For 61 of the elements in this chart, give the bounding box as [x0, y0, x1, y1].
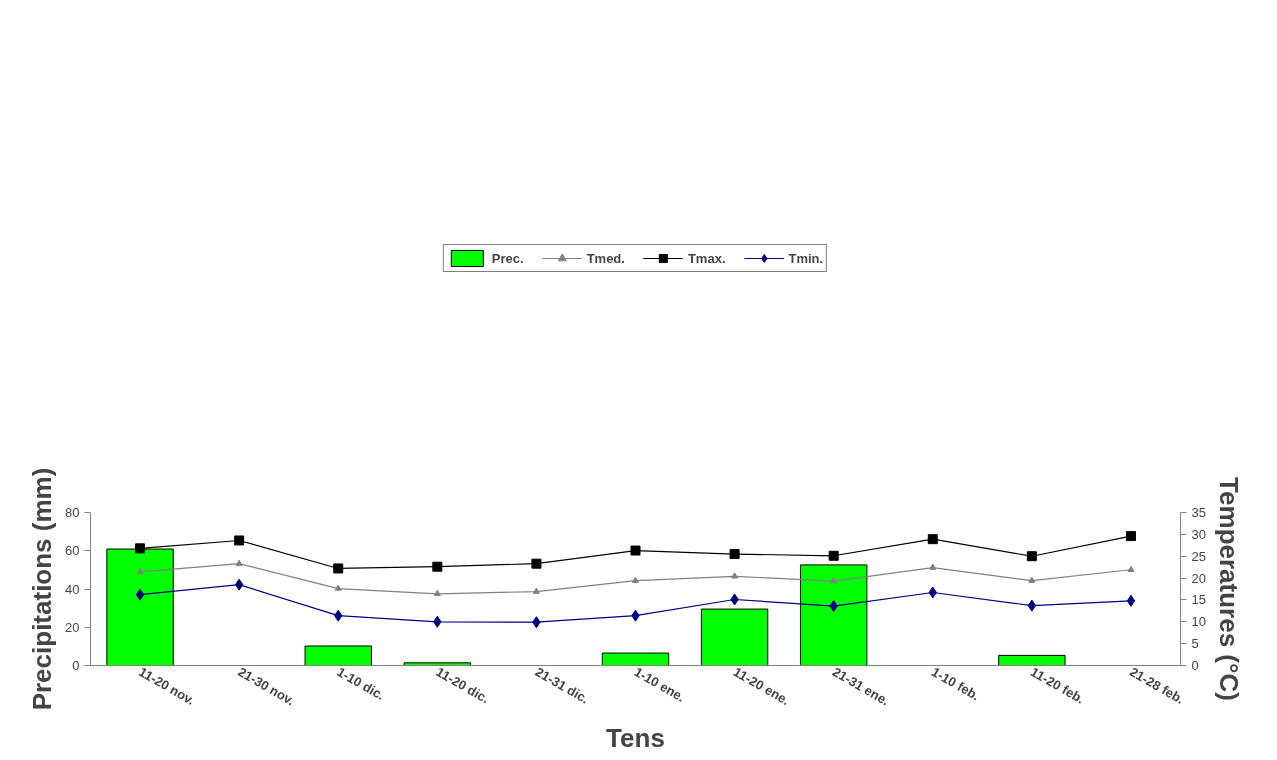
y2-tick-label: 35	[1191, 505, 1206, 520]
point	[235, 559, 243, 566]
y2-tick-label: 10	[1191, 614, 1206, 630]
point	[531, 558, 542, 569]
bar	[700, 608, 769, 666]
y-tick-label: 60	[65, 543, 80, 559]
point	[433, 589, 441, 597]
x-tick-label: 1-10 ene.	[631, 664, 688, 705]
point	[334, 584, 342, 591]
y-tick-label: 0	[72, 658, 80, 673]
x-tick-label: 21-28 feb.	[1127, 664, 1187, 707]
bar	[304, 645, 372, 666]
point	[1127, 565, 1135, 572]
y-tick-label: 40	[65, 581, 80, 597]
point	[927, 534, 938, 545]
y-tick-label: 80	[65, 505, 80, 520]
x-tick-label: 11-20 feb.	[1028, 664, 1087, 707]
y2-tick-label: 25	[1191, 548, 1206, 564]
point	[333, 563, 344, 574]
point	[1027, 599, 1037, 612]
point	[1125, 531, 1136, 542]
bar	[799, 564, 868, 666]
point	[630, 545, 641, 556]
y2-tick-label: 5	[1191, 636, 1199, 652]
y-axis-title: Precipitations (mm)	[27, 467, 58, 711]
point	[828, 550, 839, 561]
legend-label: Tmax.	[687, 250, 726, 266]
point	[731, 572, 739, 579]
point	[135, 543, 146, 554]
x-tick-label: 21-30 nov.	[235, 664, 298, 709]
point	[234, 578, 244, 591]
point	[729, 549, 740, 560]
y2-tick-label: 0	[1191, 658, 1199, 673]
point	[532, 587, 540, 594]
x-tick-label: 1-10 dic.	[334, 664, 388, 704]
bar	[998, 654, 1066, 666]
point	[432, 561, 443, 572]
bar	[403, 662, 472, 666]
point	[1126, 594, 1136, 607]
point	[1026, 551, 1037, 562]
x-tick-label: 11-20 nov.	[136, 664, 198, 708]
point	[830, 577, 838, 584]
x-tick-label: 11-20 dic.	[433, 664, 492, 707]
bar	[601, 652, 670, 666]
y2-tick-label: 15	[1191, 592, 1206, 608]
point	[234, 535, 245, 546]
legend-label: Prec.	[491, 250, 524, 266]
y2-tick-label: 20	[1191, 570, 1206, 586]
point	[136, 567, 144, 575]
x-tick-label: 11-20 ene.	[730, 664, 793, 709]
legend-label: Tmed.	[586, 250, 625, 266]
legend-label: Tmin.	[788, 250, 824, 266]
point	[929, 563, 937, 570]
point	[632, 576, 639, 583]
y-tick-label: 20	[65, 619, 80, 635]
point	[135, 588, 145, 601]
y2-tick-label: 30	[1191, 526, 1206, 542]
point	[1028, 576, 1036, 583]
x-axis-title: Tens	[606, 722, 665, 753]
x-tick-label: 1-10 feb.	[929, 664, 983, 704]
y2-axis-title: Temperatures (°C)	[1213, 477, 1244, 701]
